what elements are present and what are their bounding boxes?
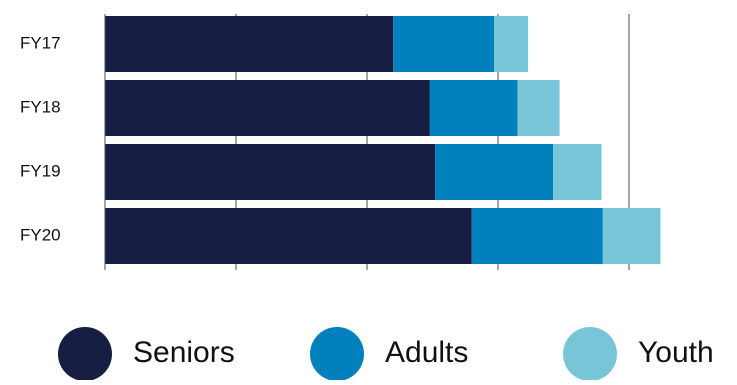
- category-label-fy18: FY18: [20, 97, 61, 116]
- bar-youth-fy18: [517, 80, 560, 136]
- legend: Seniors Adults Youth: [58, 327, 714, 381]
- bar-youth-fy17: [494, 16, 529, 72]
- bar-youth-fy20: [602, 208, 661, 264]
- category-label-fy20: FY20: [20, 225, 61, 244]
- legend-label-adults: Adults: [385, 336, 468, 369]
- bar-seniors-fy19: [105, 144, 436, 200]
- legend-label-seniors: Seniors: [133, 336, 235, 369]
- bars: [105, 16, 661, 264]
- bar-seniors-fy18: [105, 80, 430, 136]
- bar-seniors-fy17: [105, 16, 394, 72]
- bar-youth-fy19: [553, 144, 602, 200]
- legend-swatch-seniors: [58, 327, 112, 381]
- bar-adults-fy20: [471, 208, 603, 264]
- legend-label-youth: Youth: [638, 336, 714, 369]
- bar-adults-fy19: [435, 144, 554, 200]
- y-axis: FY17 FY18 FY19 FY20: [20, 14, 106, 270]
- bar-adults-fy17: [393, 16, 495, 72]
- legend-swatch-adults: [310, 327, 364, 381]
- category-label-fy17: FY17: [20, 33, 61, 52]
- bar-seniors-fy20: [105, 208, 472, 264]
- legend-swatch-youth: [563, 327, 617, 381]
- bar-adults-fy18: [429, 80, 518, 136]
- category-label-fy19: FY19: [20, 161, 61, 180]
